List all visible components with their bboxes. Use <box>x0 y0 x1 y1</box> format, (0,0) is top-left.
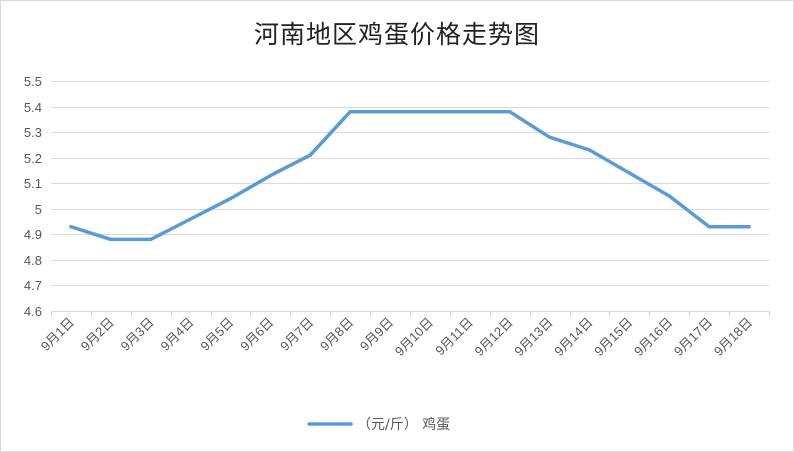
x-tick-label: 9月9日 <box>357 315 396 354</box>
x-tick-label: 9月5日 <box>197 315 236 354</box>
data-point <box>428 110 432 114</box>
x-tick-label: 9月17日 <box>671 315 715 359</box>
chart-title: 河南地区鸡蛋价格走势图 <box>253 20 540 49</box>
data-point <box>747 225 751 229</box>
data-point <box>587 148 592 152</box>
data-point <box>508 110 512 114</box>
x-tick-label: 9月15日 <box>591 315 635 359</box>
data-point <box>69 225 73 229</box>
y-tick-label: 5.2 <box>24 151 42 166</box>
y-tick-label: 4.7 <box>24 278 42 293</box>
x-tick-label: 9月2日 <box>78 315 117 354</box>
x-tick-label: 9月14日 <box>551 315 595 359</box>
data-point <box>667 194 671 198</box>
y-tick-label: 5.4 <box>24 100 42 115</box>
x-tick-label: 9月10日 <box>392 315 436 359</box>
y-tick-label: 5.3 <box>24 125 42 140</box>
y-tick-label: 5 <box>35 202 42 217</box>
x-tick-label: 9月6日 <box>237 315 276 354</box>
x-tick-label: 9月8日 <box>317 315 356 354</box>
y-tick-label: 4.6 <box>24 304 42 319</box>
x-tick-label: 9月13日 <box>511 315 555 359</box>
x-tick-label: 9月11日 <box>432 315 476 359</box>
data-point <box>149 237 153 241</box>
data-point <box>388 110 392 114</box>
y-tick-label: 4.9 <box>24 227 42 242</box>
data-point <box>268 174 272 178</box>
y-tick-label: 5.5 <box>24 74 42 89</box>
x-tick-label: 9月1日 <box>38 315 77 354</box>
x-tick-label: 9月16日 <box>631 315 675 359</box>
data-point <box>228 197 233 201</box>
x-tick-label: 9月12日 <box>472 315 516 359</box>
x-tick-label: 9月3日 <box>118 315 157 354</box>
data-point <box>348 110 352 114</box>
data-point <box>548 135 552 139</box>
legend-label: （元/斤） 鸡蛋 <box>357 416 450 433</box>
data-point <box>627 171 632 175</box>
data-point <box>109 237 113 241</box>
x-tick-label: 9月4日 <box>158 315 197 354</box>
series-line <box>69 109 751 242</box>
y-tick-label: 5.1 <box>24 176 42 191</box>
y-tick-label: 4.8 <box>24 253 42 268</box>
data-point <box>308 153 312 157</box>
data-point <box>189 217 193 221</box>
x-tick-label: 9月7日 <box>277 315 316 354</box>
x-tick-label: 9月18日 <box>711 315 755 359</box>
data-point <box>707 225 711 229</box>
data-point <box>468 110 472 114</box>
